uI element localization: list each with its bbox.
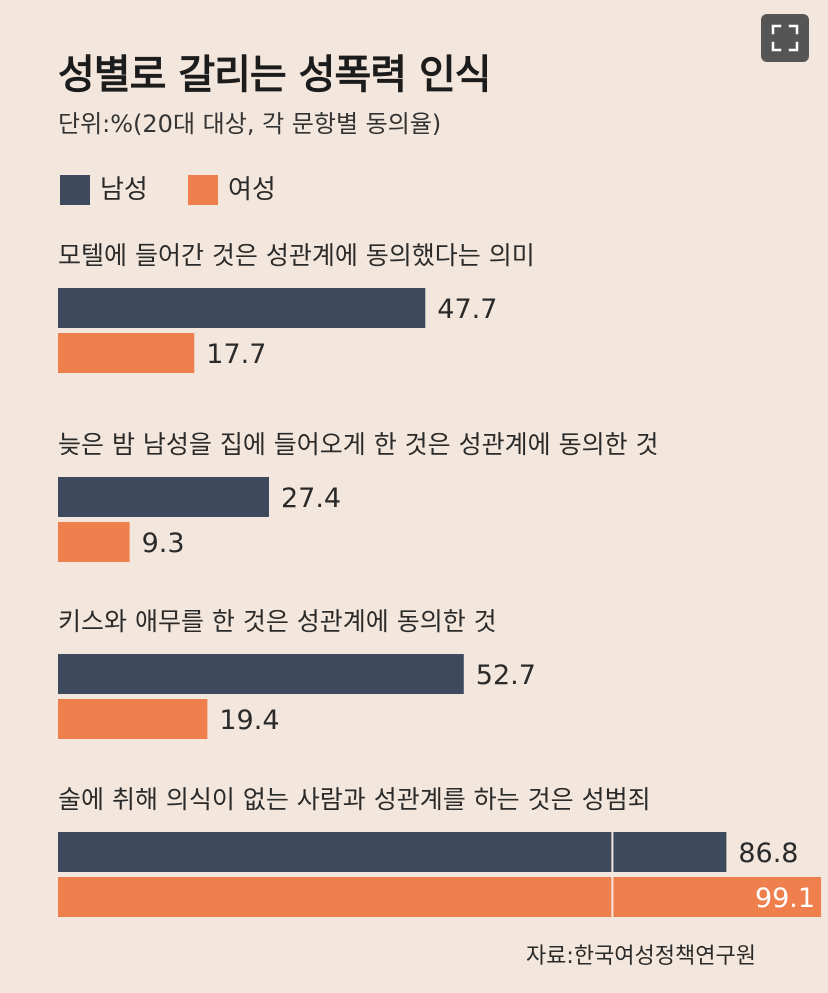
bar-male — [58, 288, 426, 328]
bar-female — [58, 333, 195, 373]
expand-icon — [771, 24, 799, 52]
bar-female — [58, 877, 822, 917]
category-label: 술에 취해 의식이 없는 사람과 성관계를 하는 것은 성범죄 — [58, 785, 651, 814]
expand-button[interactable] — [761, 14, 809, 62]
category-label: 모텔에 들어간 것은 성관계에 동의했다는 의미 — [58, 241, 535, 270]
legend-swatch-male — [60, 175, 90, 205]
data-label: 99.1 — [755, 883, 815, 914]
data-label: 52.7 — [476, 660, 536, 691]
data-label: 86.8 — [738, 838, 798, 869]
bar-male — [58, 477, 269, 517]
bar-female — [58, 522, 130, 562]
data-label: 47.7 — [437, 294, 497, 325]
category-label: 늦은 밤 남성을 집에 들어오게 한 것은 성관계에 동의한 것 — [58, 430, 659, 459]
source-note: 자료:한국여성정책연구원 — [525, 944, 756, 969]
chart-subtitle: 단위:%(20대 대상, 각 문항별 동의율) — [58, 110, 442, 138]
data-label: 19.4 — [219, 705, 279, 736]
legend-swatch-female — [188, 175, 218, 205]
chart-title: 성별로 갈리는 성폭력 인식 — [58, 52, 492, 98]
category-label: 키스와 애무를 한 것은 성관계에 동의한 것 — [58, 607, 497, 636]
legend-label-male: 남성 — [100, 175, 148, 205]
bar-female — [58, 699, 208, 739]
data-label: 27.4 — [281, 483, 341, 514]
data-label: 17.7 — [206, 339, 266, 370]
bar-male — [58, 654, 464, 694]
bar-chart: 모텔에 들어간 것은 성관계에 동의했다는 의미 47.7 17.7 늦은 밤 남성을… — [58, 241, 822, 917]
legend-label-female: 여성 — [228, 175, 276, 205]
bar-male — [58, 832, 727, 872]
data-label: 9.3 — [142, 528, 185, 559]
